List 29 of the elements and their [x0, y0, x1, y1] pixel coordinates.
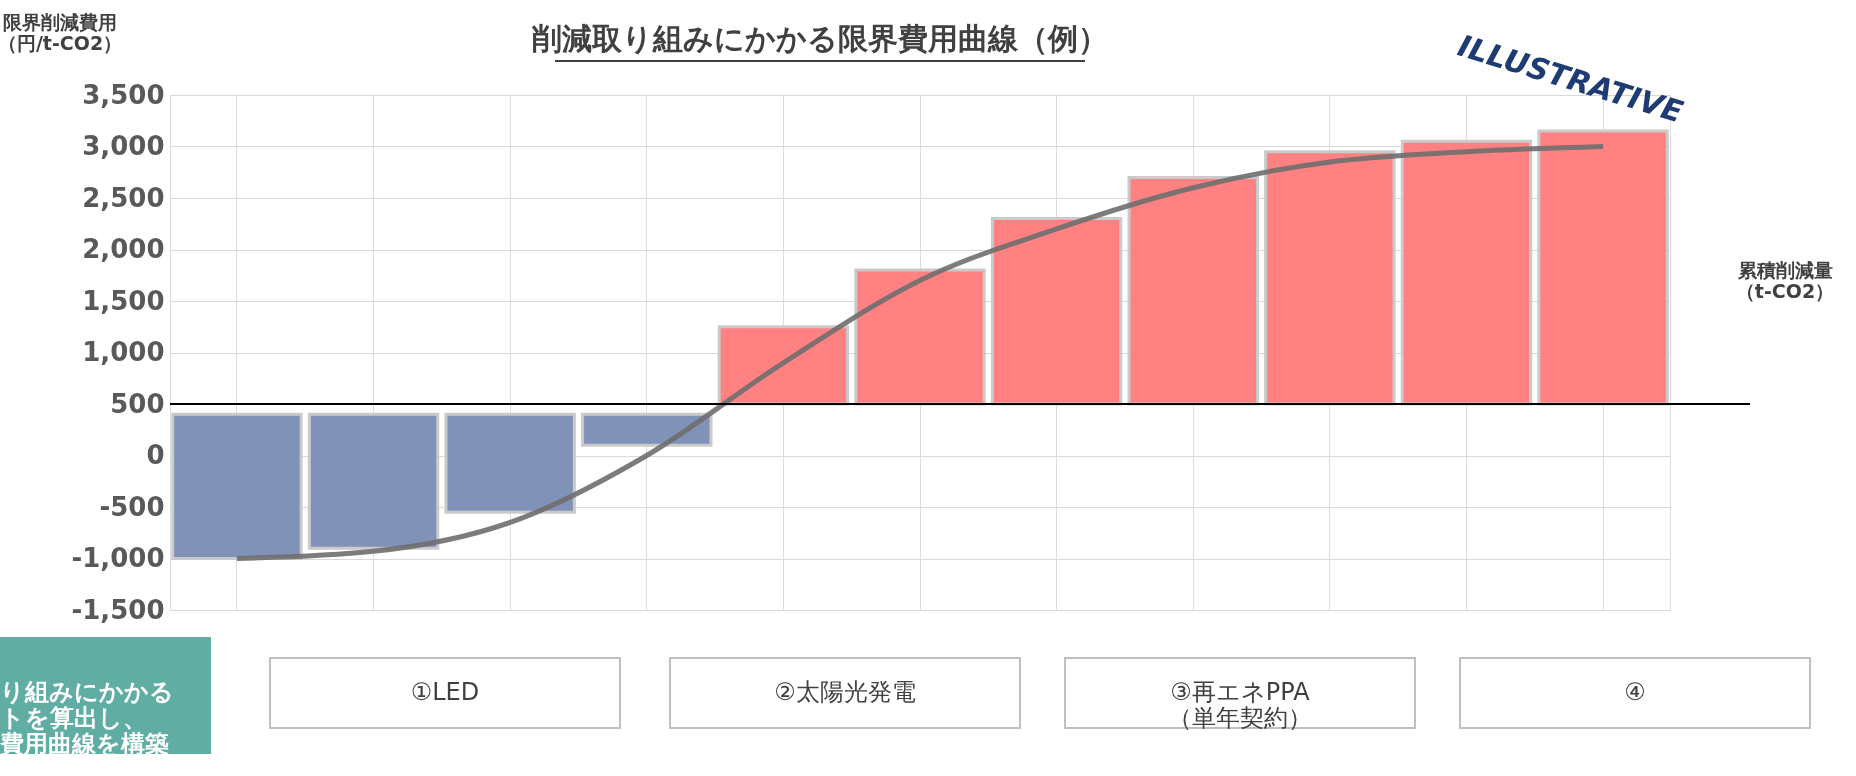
y-tick-label: 1,000	[82, 337, 165, 367]
bar	[307, 412, 440, 550]
bar	[990, 217, 1123, 406]
bar	[1264, 150, 1396, 406]
y-tick-label: 500	[110, 388, 165, 419]
bar	[717, 325, 850, 406]
y-tick-label: 0	[146, 440, 165, 470]
text: ①LED	[410, 678, 480, 706]
y-tick-label: 3,000	[82, 131, 165, 161]
y-tick-label: 2,500	[82, 182, 165, 213]
text: ③再エネPPA（単年契約）	[1168, 678, 1312, 732]
chart-title: 削減取り組みにかかる限界費用曲線（例）	[531, 21, 1108, 56]
y-tick-label: -1,500	[71, 594, 165, 625]
bar	[1127, 175, 1259, 406]
y-tick-label: 3,500	[82, 79, 165, 110]
text: ②太陽光発電	[774, 678, 916, 706]
y-tick-label: 2,000	[82, 234, 165, 264]
y-tick-label: -1,000	[71, 543, 165, 573]
text: ④	[1624, 678, 1646, 706]
bar	[1537, 129, 1669, 406]
x-axis-title: 累積削減量（t-CO2）	[1735, 259, 1835, 302]
y-tick-label: -500	[99, 491, 165, 522]
bar	[1400, 139, 1533, 406]
y-axis-title: 限界削減費用（円/t-CO2）	[0, 11, 123, 54]
bar	[581, 412, 713, 447]
bar	[171, 412, 303, 560]
bar	[854, 268, 986, 406]
y-tick-label: 1,500	[82, 285, 165, 316]
bar	[444, 412, 576, 514]
